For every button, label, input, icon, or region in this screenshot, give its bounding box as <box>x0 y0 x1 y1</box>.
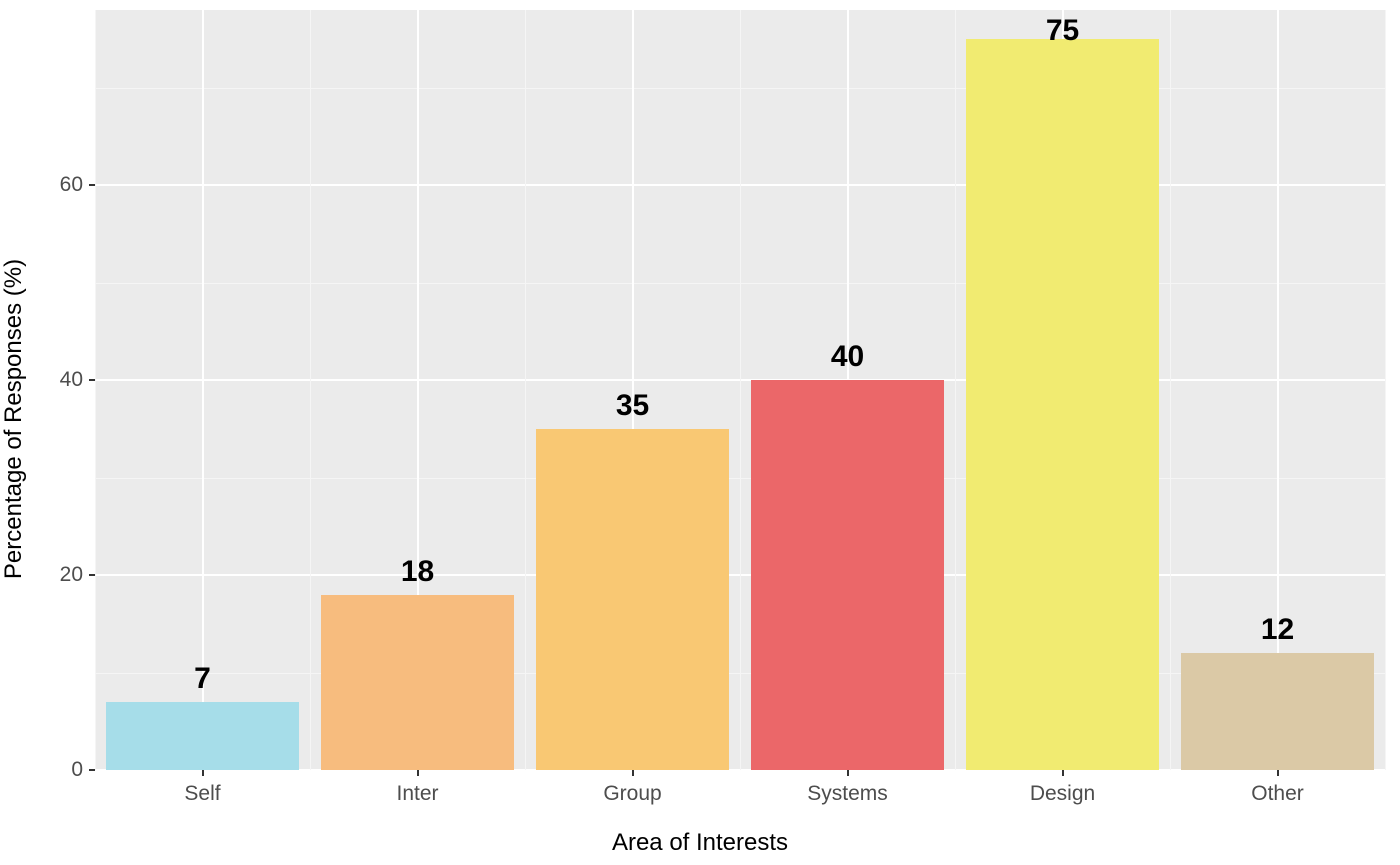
x-tick-mark <box>1062 770 1064 776</box>
bar-value-label: 7 <box>194 662 211 696</box>
y-tick-mark <box>89 574 95 576</box>
y-tick-mark <box>89 184 95 186</box>
bar-chart: Percentage of Responses (%) Area of Inte… <box>0 0 1400 865</box>
x-tick-label: Inter <box>396 782 438 806</box>
gridline-v-minor <box>1170 10 1171 770</box>
y-axis-title: Percentage of Responses (%) <box>0 258 28 578</box>
gridline-v-minor <box>310 10 311 770</box>
gridline-v-minor <box>525 10 526 770</box>
plot-area: 7 18 35 40 75 12 <box>95 10 1385 770</box>
bar-value-label: 40 <box>831 340 864 374</box>
y-tick-mark <box>89 769 95 771</box>
gridline-v-minor <box>955 10 956 770</box>
x-tick-label: Group <box>603 782 661 806</box>
x-tick-mark <box>847 770 849 776</box>
gridline-v-minor <box>95 10 96 770</box>
x-tick-label: Design <box>1030 782 1095 806</box>
bar <box>321 595 515 770</box>
y-tick-label: 60 <box>60 173 83 197</box>
x-tick-mark <box>202 770 204 776</box>
bar <box>751 380 945 770</box>
bar <box>966 39 1160 770</box>
x-tick-mark <box>417 770 419 776</box>
x-tick-label: Self <box>184 782 220 806</box>
y-tick-mark <box>89 379 95 381</box>
bar-value-label: 35 <box>616 389 649 423</box>
x-tick-label: Systems <box>807 782 888 806</box>
gridline-v-minor <box>1385 10 1386 770</box>
x-tick-label: Other <box>1251 782 1304 806</box>
gridline-v-minor <box>740 10 741 770</box>
x-axis-title: Area of Interests <box>612 829 788 857</box>
bar <box>106 702 300 770</box>
y-tick-label: 20 <box>60 563 83 587</box>
bar-value-label: 12 <box>1261 613 1294 647</box>
x-tick-mark <box>1277 770 1279 776</box>
x-tick-mark <box>632 770 634 776</box>
bar <box>1181 653 1375 770</box>
gridline-v <box>202 10 204 770</box>
bar-value-label: 75 <box>1046 14 1079 48</box>
bar-value-label: 18 <box>401 555 434 589</box>
bar <box>536 429 730 770</box>
y-tick-label: 0 <box>71 758 83 782</box>
y-tick-label: 40 <box>60 368 83 392</box>
